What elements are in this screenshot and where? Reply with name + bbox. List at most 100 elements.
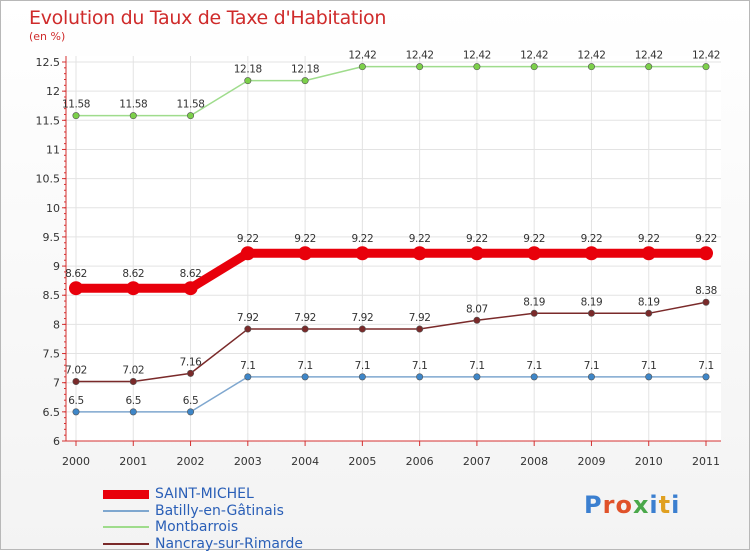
data-point — [588, 310, 594, 316]
data-label: 7.1 — [641, 360, 657, 372]
data-point — [130, 378, 136, 384]
data-point — [588, 374, 594, 380]
data-label: 12.18 — [234, 64, 262, 76]
data-point — [245, 374, 251, 380]
proxiti-logo: Proxiti — [584, 491, 680, 519]
y-tick-label: 9 — [53, 260, 60, 273]
data-point — [355, 246, 369, 260]
data-label: 12.42 — [577, 50, 605, 62]
data-label: 9.22 — [466, 233, 488, 245]
data-label: 9.22 — [409, 233, 431, 245]
data-label: 9.22 — [523, 233, 545, 245]
logo-letter: i — [649, 491, 658, 519]
data-point — [130, 112, 136, 118]
x-tick-label: 2005 — [348, 455, 376, 468]
data-point — [474, 317, 480, 323]
data-label: 7.16 — [180, 356, 202, 368]
data-label: 7.92 — [294, 312, 316, 324]
legend-swatch — [103, 526, 149, 528]
x-tick-label: 2011 — [692, 455, 720, 468]
data-point — [359, 374, 365, 380]
y-tick-label: 11.5 — [36, 114, 61, 127]
logo-letter: P — [584, 491, 603, 519]
data-point — [703, 299, 709, 305]
data-label: 12.42 — [463, 50, 491, 62]
data-point — [527, 246, 541, 260]
data-label: 9.22 — [351, 233, 373, 245]
data-label: 7.1 — [412, 360, 428, 372]
data-label: 7.1 — [698, 360, 714, 372]
data-label: 12.18 — [291, 64, 319, 76]
data-label: 9.22 — [294, 233, 316, 245]
data-point — [413, 246, 427, 260]
legend-label: Batilly-en-Gâtinais — [155, 503, 284, 519]
data-label: 8.62 — [180, 268, 202, 280]
data-point — [241, 246, 255, 260]
data-point — [69, 281, 83, 295]
data-point — [187, 409, 193, 415]
data-label: 8.38 — [695, 285, 717, 297]
legend-label: Montbarrois — [155, 519, 238, 535]
logo-letter: i — [671, 491, 680, 519]
data-label: 11.58 — [62, 99, 90, 111]
x-tick-label: 2007 — [463, 455, 491, 468]
data-label: 6.5 — [126, 395, 142, 407]
data-point — [416, 326, 422, 332]
data-label: 9.22 — [581, 233, 603, 245]
data-label: 8.62 — [122, 268, 144, 280]
data-point — [416, 374, 422, 380]
data-point — [703, 374, 709, 380]
data-label: 7.02 — [122, 365, 144, 377]
plot-area — [66, 56, 721, 441]
data-label: 12.42 — [635, 50, 663, 62]
data-label: 12.42 — [406, 50, 434, 62]
data-label: 7.02 — [65, 365, 87, 377]
data-label: 9.22 — [237, 233, 259, 245]
data-label: 7.1 — [240, 360, 256, 372]
legend-item: Montbarrois — [103, 519, 303, 536]
data-label: 8.19 — [581, 296, 603, 308]
data-point — [470, 246, 484, 260]
data-point — [474, 63, 480, 69]
y-tick-label: 10.5 — [36, 173, 61, 186]
y-tick-label: 9.5 — [43, 231, 61, 244]
data-point — [302, 374, 308, 380]
legend-swatch — [103, 490, 149, 499]
data-label: 6.5 — [183, 395, 199, 407]
y-tick-label: 8.5 — [43, 289, 61, 302]
data-point — [359, 63, 365, 69]
legend-label: SAINT-MICHEL — [155, 486, 254, 502]
data-point — [130, 409, 136, 415]
data-point — [73, 112, 79, 118]
data-point — [646, 374, 652, 380]
legend-swatch — [103, 510, 149, 512]
y-tick-label: 7 — [53, 377, 60, 390]
legend-swatch — [103, 543, 149, 545]
data-point — [699, 246, 713, 260]
data-label: 7.92 — [409, 312, 431, 324]
y-tick-label: 8 — [53, 318, 60, 331]
data-label: 7.1 — [297, 360, 313, 372]
data-point — [588, 63, 594, 69]
data-label: 12.42 — [692, 50, 720, 62]
data-label: 9.22 — [695, 233, 717, 245]
data-label: 7.92 — [237, 312, 259, 324]
data-point — [646, 63, 652, 69]
y-tick-label: 12.5 — [36, 56, 61, 69]
x-tick-label: 2009 — [577, 455, 605, 468]
data-label: 11.58 — [119, 99, 147, 111]
data-point — [416, 63, 422, 69]
y-tick-label: 12 — [46, 85, 60, 98]
data-point — [187, 370, 193, 376]
data-point — [646, 310, 652, 316]
x-tick-label: 2004 — [291, 455, 319, 468]
data-label: 8.19 — [523, 296, 545, 308]
data-label: 7.92 — [351, 312, 373, 324]
x-tick-label: 2008 — [520, 455, 548, 468]
data-label: 8.19 — [638, 296, 660, 308]
y-tick-label: 7.5 — [43, 348, 61, 361]
data-point — [531, 63, 537, 69]
data-point — [584, 246, 598, 260]
data-label: 12.42 — [348, 50, 376, 62]
